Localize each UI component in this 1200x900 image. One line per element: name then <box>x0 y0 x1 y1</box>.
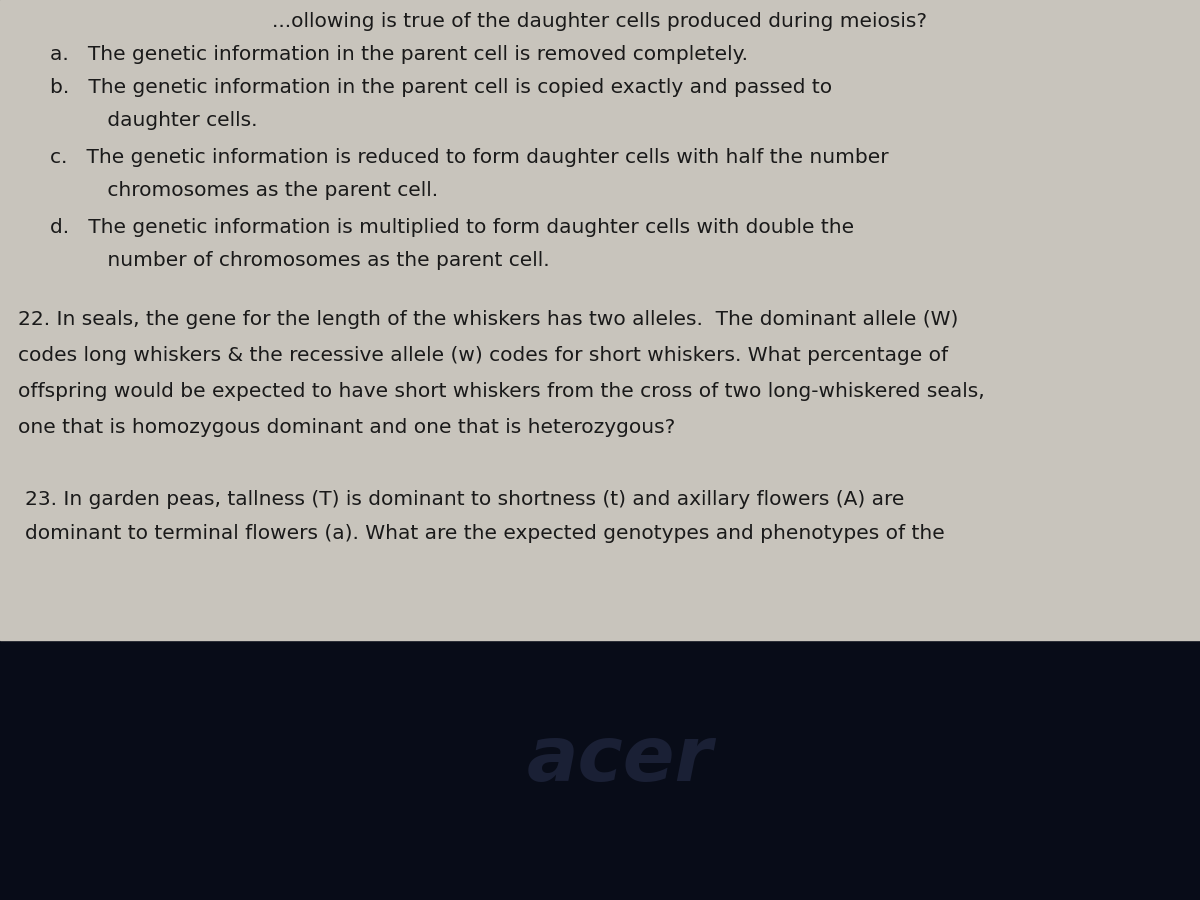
Text: daughter cells.: daughter cells. <box>50 111 258 130</box>
Text: ...ollowing is true of the daughter cells produced during meiosis?: ...ollowing is true of the daughter cell… <box>272 12 928 31</box>
Text: 22. In seals, the gene for the length of the whiskers has two alleles.  The domi: 22. In seals, the gene for the length of… <box>18 310 959 329</box>
Text: dominant to terminal flowers (a). What are the expected genotypes and phenotypes: dominant to terminal flowers (a). What a… <box>25 524 944 543</box>
Bar <box>0 0 1200 640</box>
Text: a.   The genetic information in the parent cell is removed completely.: a. The genetic information in the parent… <box>50 45 748 64</box>
Text: acer: acer <box>527 723 713 797</box>
Text: number of chromosomes as the parent cell.: number of chromosomes as the parent cell… <box>50 251 550 270</box>
Text: c.   The genetic information is reduced to form daughter cells with half the num: c. The genetic information is reduced to… <box>50 148 889 167</box>
Text: chromosomes as the parent cell.: chromosomes as the parent cell. <box>50 181 438 200</box>
Text: offspring would be expected to have short whiskers from the cross of two long-wh: offspring would be expected to have shor… <box>18 382 985 401</box>
Text: one that is homozygous dominant and one that is heterozygous?: one that is homozygous dominant and one … <box>18 418 676 437</box>
Text: 23. In garden peas, tallness (T) is dominant to shortness (t) and axillary flowe: 23. In garden peas, tallness (T) is domi… <box>25 490 905 509</box>
Text: d.   The genetic information is multiplied to form daughter cells with double th: d. The genetic information is multiplied… <box>50 218 854 237</box>
Text: b.   The genetic information in the parent cell is copied exactly and passed to: b. The genetic information in the parent… <box>50 78 832 97</box>
Text: codes long whiskers & the recessive allele (w) codes for short whiskers. What pe: codes long whiskers & the recessive alle… <box>18 346 948 365</box>
